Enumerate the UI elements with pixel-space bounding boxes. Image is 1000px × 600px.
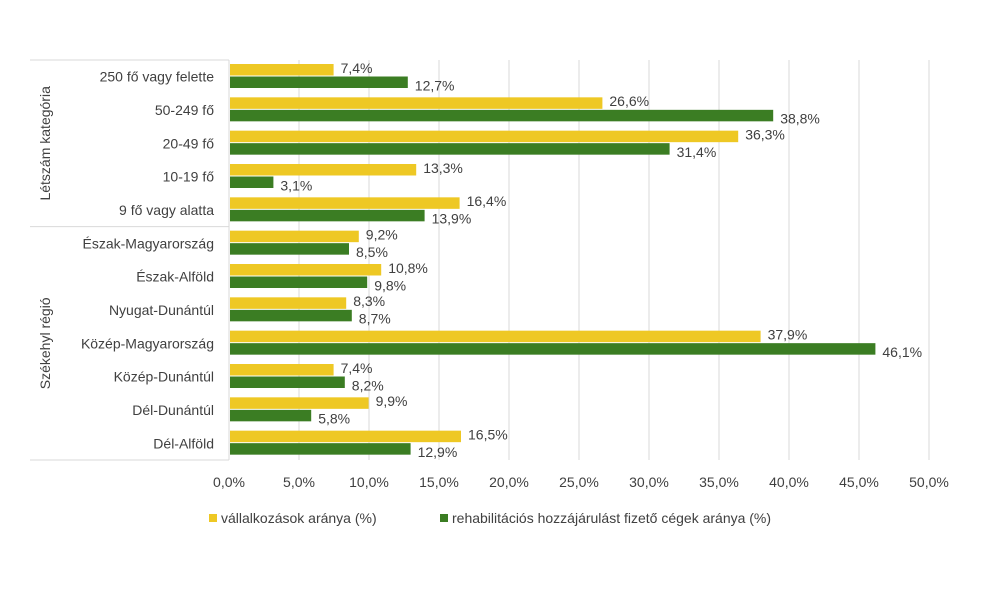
data-label: 37,9%: [768, 326, 808, 342]
data-label: 3,1%: [280, 177, 312, 193]
bar-rehabilitacios: [230, 443, 411, 455]
bar-vallalkozasok: [230, 364, 334, 376]
category-label: 50-249 fő: [155, 102, 214, 118]
data-label: 7,4%: [341, 360, 373, 376]
bar-rehabilitacios: [230, 76, 408, 88]
legend-label: vállalkozások aránya (%): [221, 510, 377, 526]
x-tick-label: 50,0%: [909, 474, 949, 490]
x-tick-label: 25,0%: [559, 474, 599, 490]
bar-rehabilitacios: [230, 409, 312, 422]
category-label: Nyugat-Dunántúl: [109, 302, 214, 318]
category-label: Közép-Magyarország: [81, 335, 214, 351]
data-label: 16,5%: [468, 426, 508, 442]
data-label: 9,2%: [366, 226, 398, 242]
bar-vallalkozasok: [230, 164, 417, 176]
bar-vallalkozasok: [230, 130, 739, 143]
data-label: 8,5%: [356, 244, 388, 260]
group-label: Székehyl régió: [37, 297, 53, 389]
data-label: 8,3%: [353, 293, 385, 309]
data-label: 8,7%: [359, 311, 391, 327]
data-label: 16,4%: [467, 193, 507, 209]
bar-rehabilitacios: [230, 276, 368, 288]
data-label: 38,8%: [780, 111, 820, 127]
bar-vallalkozasok: [230, 330, 761, 343]
category-label: 20-49 fő: [163, 135, 215, 151]
data-label: 12,7%: [415, 77, 455, 93]
bar-vallalkozasok: [230, 264, 382, 276]
data-label: 26,6%: [609, 93, 649, 109]
category-label: 9 fő vagy alatta: [119, 202, 214, 218]
x-tick-label: 30,0%: [629, 474, 669, 490]
x-tick-label: 45,0%: [839, 474, 879, 490]
data-label: 8,2%: [352, 377, 384, 393]
category-label: 10-19 fő: [163, 169, 215, 185]
legend-swatch: [440, 514, 448, 522]
x-tick-label: 15,0%: [419, 474, 459, 490]
bar-rehabilitacios: [230, 143, 670, 155]
legend-swatch: [209, 514, 217, 522]
x-tick-label: 20,0%: [489, 474, 529, 490]
legend-label: rehabilitációs hozzájárulást fizető cége…: [452, 510, 771, 526]
bar-rehabilitacios: [230, 376, 345, 388]
data-label: 10,8%: [388, 260, 428, 276]
bar-rehabilitacios: [230, 209, 425, 222]
bar-vallalkozasok: [230, 197, 460, 209]
category-label: Közép-Dunántúl: [114, 369, 214, 385]
category-label: Dél-Alföld: [153, 435, 214, 451]
data-label: 12,9%: [418, 444, 458, 460]
bar-rehabilitacios: [230, 176, 274, 188]
data-label: 5,8%: [318, 411, 350, 427]
x-tick-label: 40,0%: [769, 474, 809, 490]
x-tick-label: 35,0%: [699, 474, 739, 490]
bar-vallalkozasok: [230, 97, 603, 109]
bar-vallalkozasok: [230, 430, 461, 443]
bar-rehabilitacios: [230, 309, 352, 322]
data-label: 9,9%: [376, 393, 408, 409]
x-tick-label: 0,0%: [213, 474, 245, 490]
category-label: Dél-Dunántúl: [132, 402, 214, 418]
data-label: 36,3%: [745, 126, 785, 142]
category-label: 250 fő vagy felette: [100, 69, 215, 85]
bar-rehabilitacios: [230, 243, 349, 255]
category-label: Észak-Magyarország: [83, 235, 215, 251]
x-tick-label: 5,0%: [283, 474, 315, 490]
bar-vallalkozasok: [230, 297, 347, 309]
data-label: 13,3%: [423, 160, 463, 176]
bar-vallalkozasok: [230, 230, 359, 243]
data-label: 46,1%: [882, 344, 922, 360]
bar-vallalkozasok: [230, 397, 369, 409]
data-label: 7,4%: [341, 60, 373, 76]
data-label: 9,8%: [374, 277, 406, 293]
data-label: 13,9%: [432, 211, 472, 227]
data-label: 31,4%: [677, 144, 717, 160]
bar-vallalkozasok: [230, 64, 334, 76]
bar-rehabilitacios: [230, 109, 774, 122]
group-label: Létszám kategória: [37, 86, 53, 201]
bar-rehabilitacios: [230, 343, 876, 355]
x-tick-label: 10,0%: [349, 474, 389, 490]
category-label: Észak-Alföld: [136, 269, 214, 285]
